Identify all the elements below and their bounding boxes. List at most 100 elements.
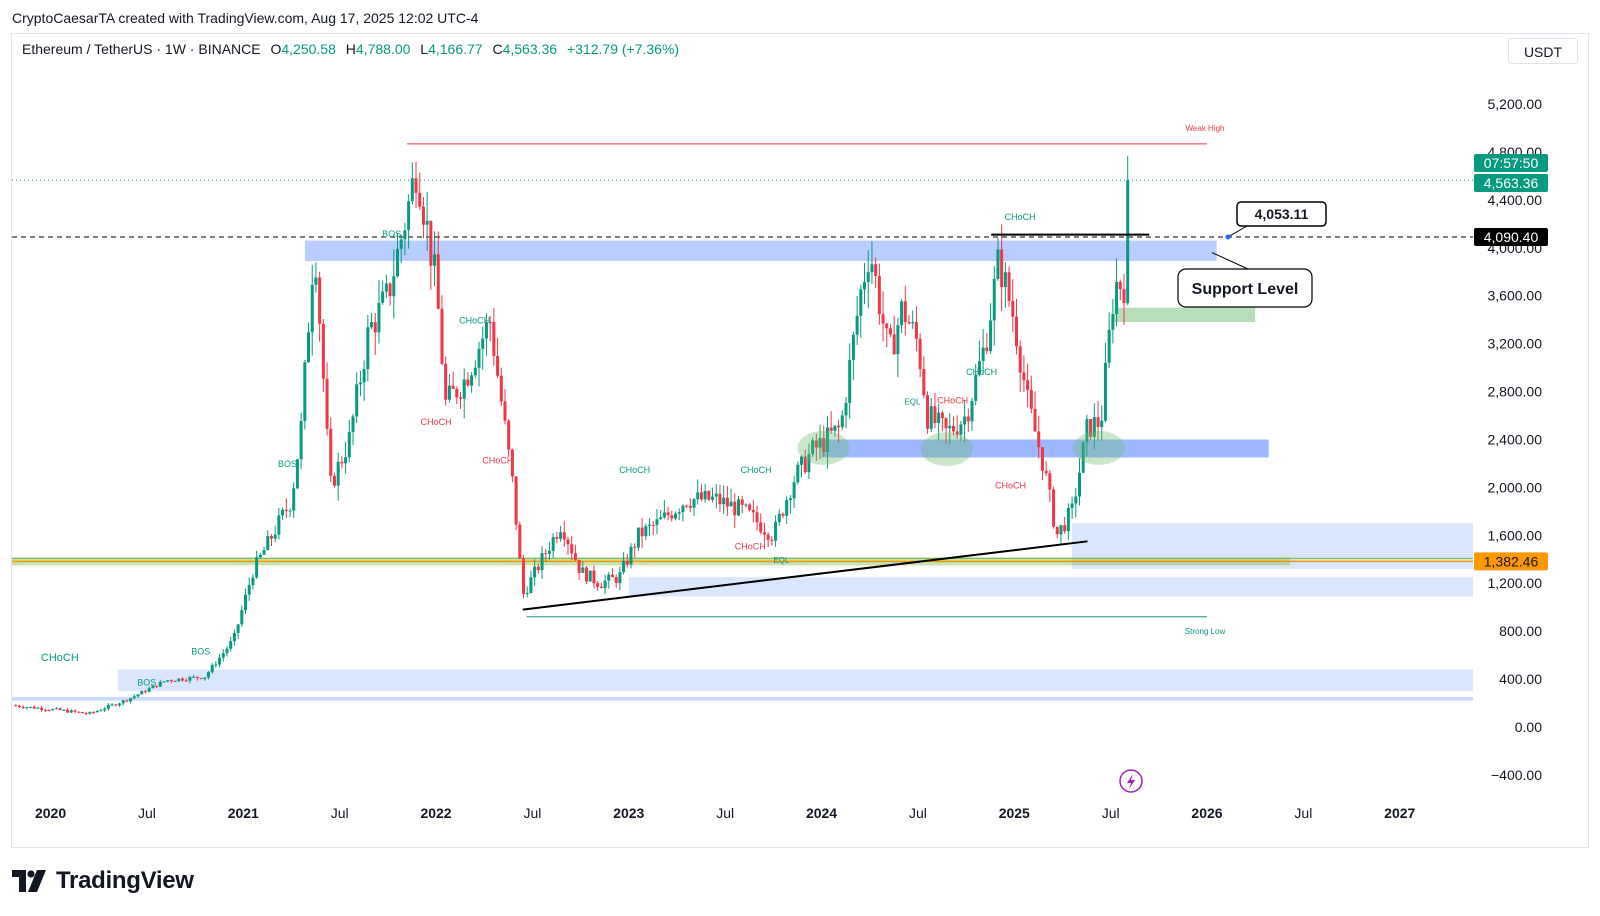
zone-4 [118, 669, 1473, 692]
candle-body [510, 449, 514, 477]
zone-5 [12, 697, 1473, 701]
candle-body [95, 710, 99, 713]
x-tick-label: 2020 [35, 805, 66, 821]
candle-body [703, 490, 707, 500]
candle-body [781, 513, 785, 516]
candle-body [888, 328, 892, 335]
candle-body [314, 277, 318, 285]
candle-body [358, 382, 362, 385]
candle-body [136, 694, 140, 697]
axis-price-tag-0 [1474, 154, 1548, 172]
candle-body [262, 550, 266, 555]
candle-body [1089, 419, 1093, 437]
candle-body [766, 534, 770, 540]
candle-body [507, 420, 511, 450]
currency-selector[interactable]: USDT [1508, 38, 1578, 64]
candle-body [673, 513, 677, 519]
candle-body [625, 560, 629, 565]
close-value: 4,563.36 [502, 41, 558, 57]
candle-body [184, 680, 188, 682]
candle-body [774, 521, 778, 541]
candle-body [40, 707, 44, 710]
candle-body [121, 700, 125, 704]
candle-body [803, 456, 807, 473]
candle-body [492, 322, 496, 356]
x-tick-label: Jul [523, 805, 541, 821]
candle-body [114, 704, 118, 706]
highlight-ellipse-0 [797, 430, 850, 465]
candle-body [92, 712, 96, 714]
annotation-13: CHoCH [937, 396, 968, 406]
candle-body [696, 492, 700, 500]
candle-body [58, 708, 62, 711]
candle-body [499, 375, 503, 402]
candle-body [381, 291, 385, 303]
tradingview-brand[interactable]: TradingView [12, 866, 194, 896]
candle-body [318, 277, 322, 324]
candle-body [533, 566, 537, 578]
candle-body [733, 501, 737, 516]
candle-body [666, 512, 670, 516]
candle-body [1085, 419, 1089, 443]
candle-body [351, 416, 355, 432]
y-tick-label: 0.00 [1515, 719, 1542, 735]
candle-body [473, 367, 477, 376]
high-value: 4,788.00 [355, 41, 411, 57]
annotation-1: BOS [137, 678, 156, 688]
candle-body [195, 676, 199, 679]
candle-body [681, 505, 685, 513]
candle-body [981, 347, 985, 362]
annotation-11: EQL [773, 556, 790, 565]
y-tick-label: 2,800.00 [1488, 384, 1543, 400]
candle-body [125, 700, 129, 702]
support-trendline [522, 540, 1088, 611]
candle-body [225, 648, 229, 654]
symbol-name[interactable]: Ethereum / TetherUS · 1W · BINANCE [22, 41, 261, 57]
annotation-15: CHoCH [995, 481, 1026, 491]
x-tick-label: Jul [909, 805, 927, 821]
annotation-5: CHoCH [421, 417, 452, 427]
candle-body [288, 510, 292, 512]
chart-frame [11, 33, 1589, 848]
candle-body [414, 178, 418, 193]
candle-body [399, 239, 403, 249]
weak-high-label: Weak High [1186, 124, 1225, 133]
candle-body [325, 378, 329, 429]
candle-body [729, 501, 733, 507]
candle-body [329, 428, 333, 476]
candle-body [1063, 525, 1067, 532]
candle-body [992, 279, 996, 321]
candle-body [484, 322, 488, 339]
candle-body [66, 709, 70, 713]
callout-price-text: 4,053.11 [1255, 206, 1309, 222]
candle-body [1014, 316, 1018, 347]
candle-body [221, 653, 225, 658]
candle-body [181, 678, 185, 681]
candle-body [140, 691, 144, 695]
x-tick-label: 2025 [999, 805, 1030, 821]
candle-body [166, 680, 170, 682]
candle-body [722, 497, 726, 505]
y-tick-label: −400.00 [1491, 767, 1542, 783]
candle-body [629, 546, 633, 565]
x-tick-label: 2023 [613, 805, 644, 821]
candle-body [514, 476, 518, 525]
zone-1 [821, 439, 1269, 458]
candle-body [963, 416, 967, 425]
candle-body [603, 580, 607, 589]
candle-body [1040, 447, 1044, 471]
zone-6 [1114, 307, 1256, 323]
strong-low-label: Strong Low [1185, 627, 1226, 636]
candle-body [755, 512, 759, 523]
candle-body [559, 532, 563, 539]
candle-body [69, 710, 73, 713]
candle-body [855, 315, 859, 335]
candle-body [303, 362, 307, 421]
zone-0 [304, 240, 1217, 261]
candle-body [284, 509, 288, 511]
candle-body [748, 504, 752, 510]
candle-body [77, 711, 81, 713]
candle-body [544, 553, 548, 555]
candle-body [451, 385, 455, 389]
